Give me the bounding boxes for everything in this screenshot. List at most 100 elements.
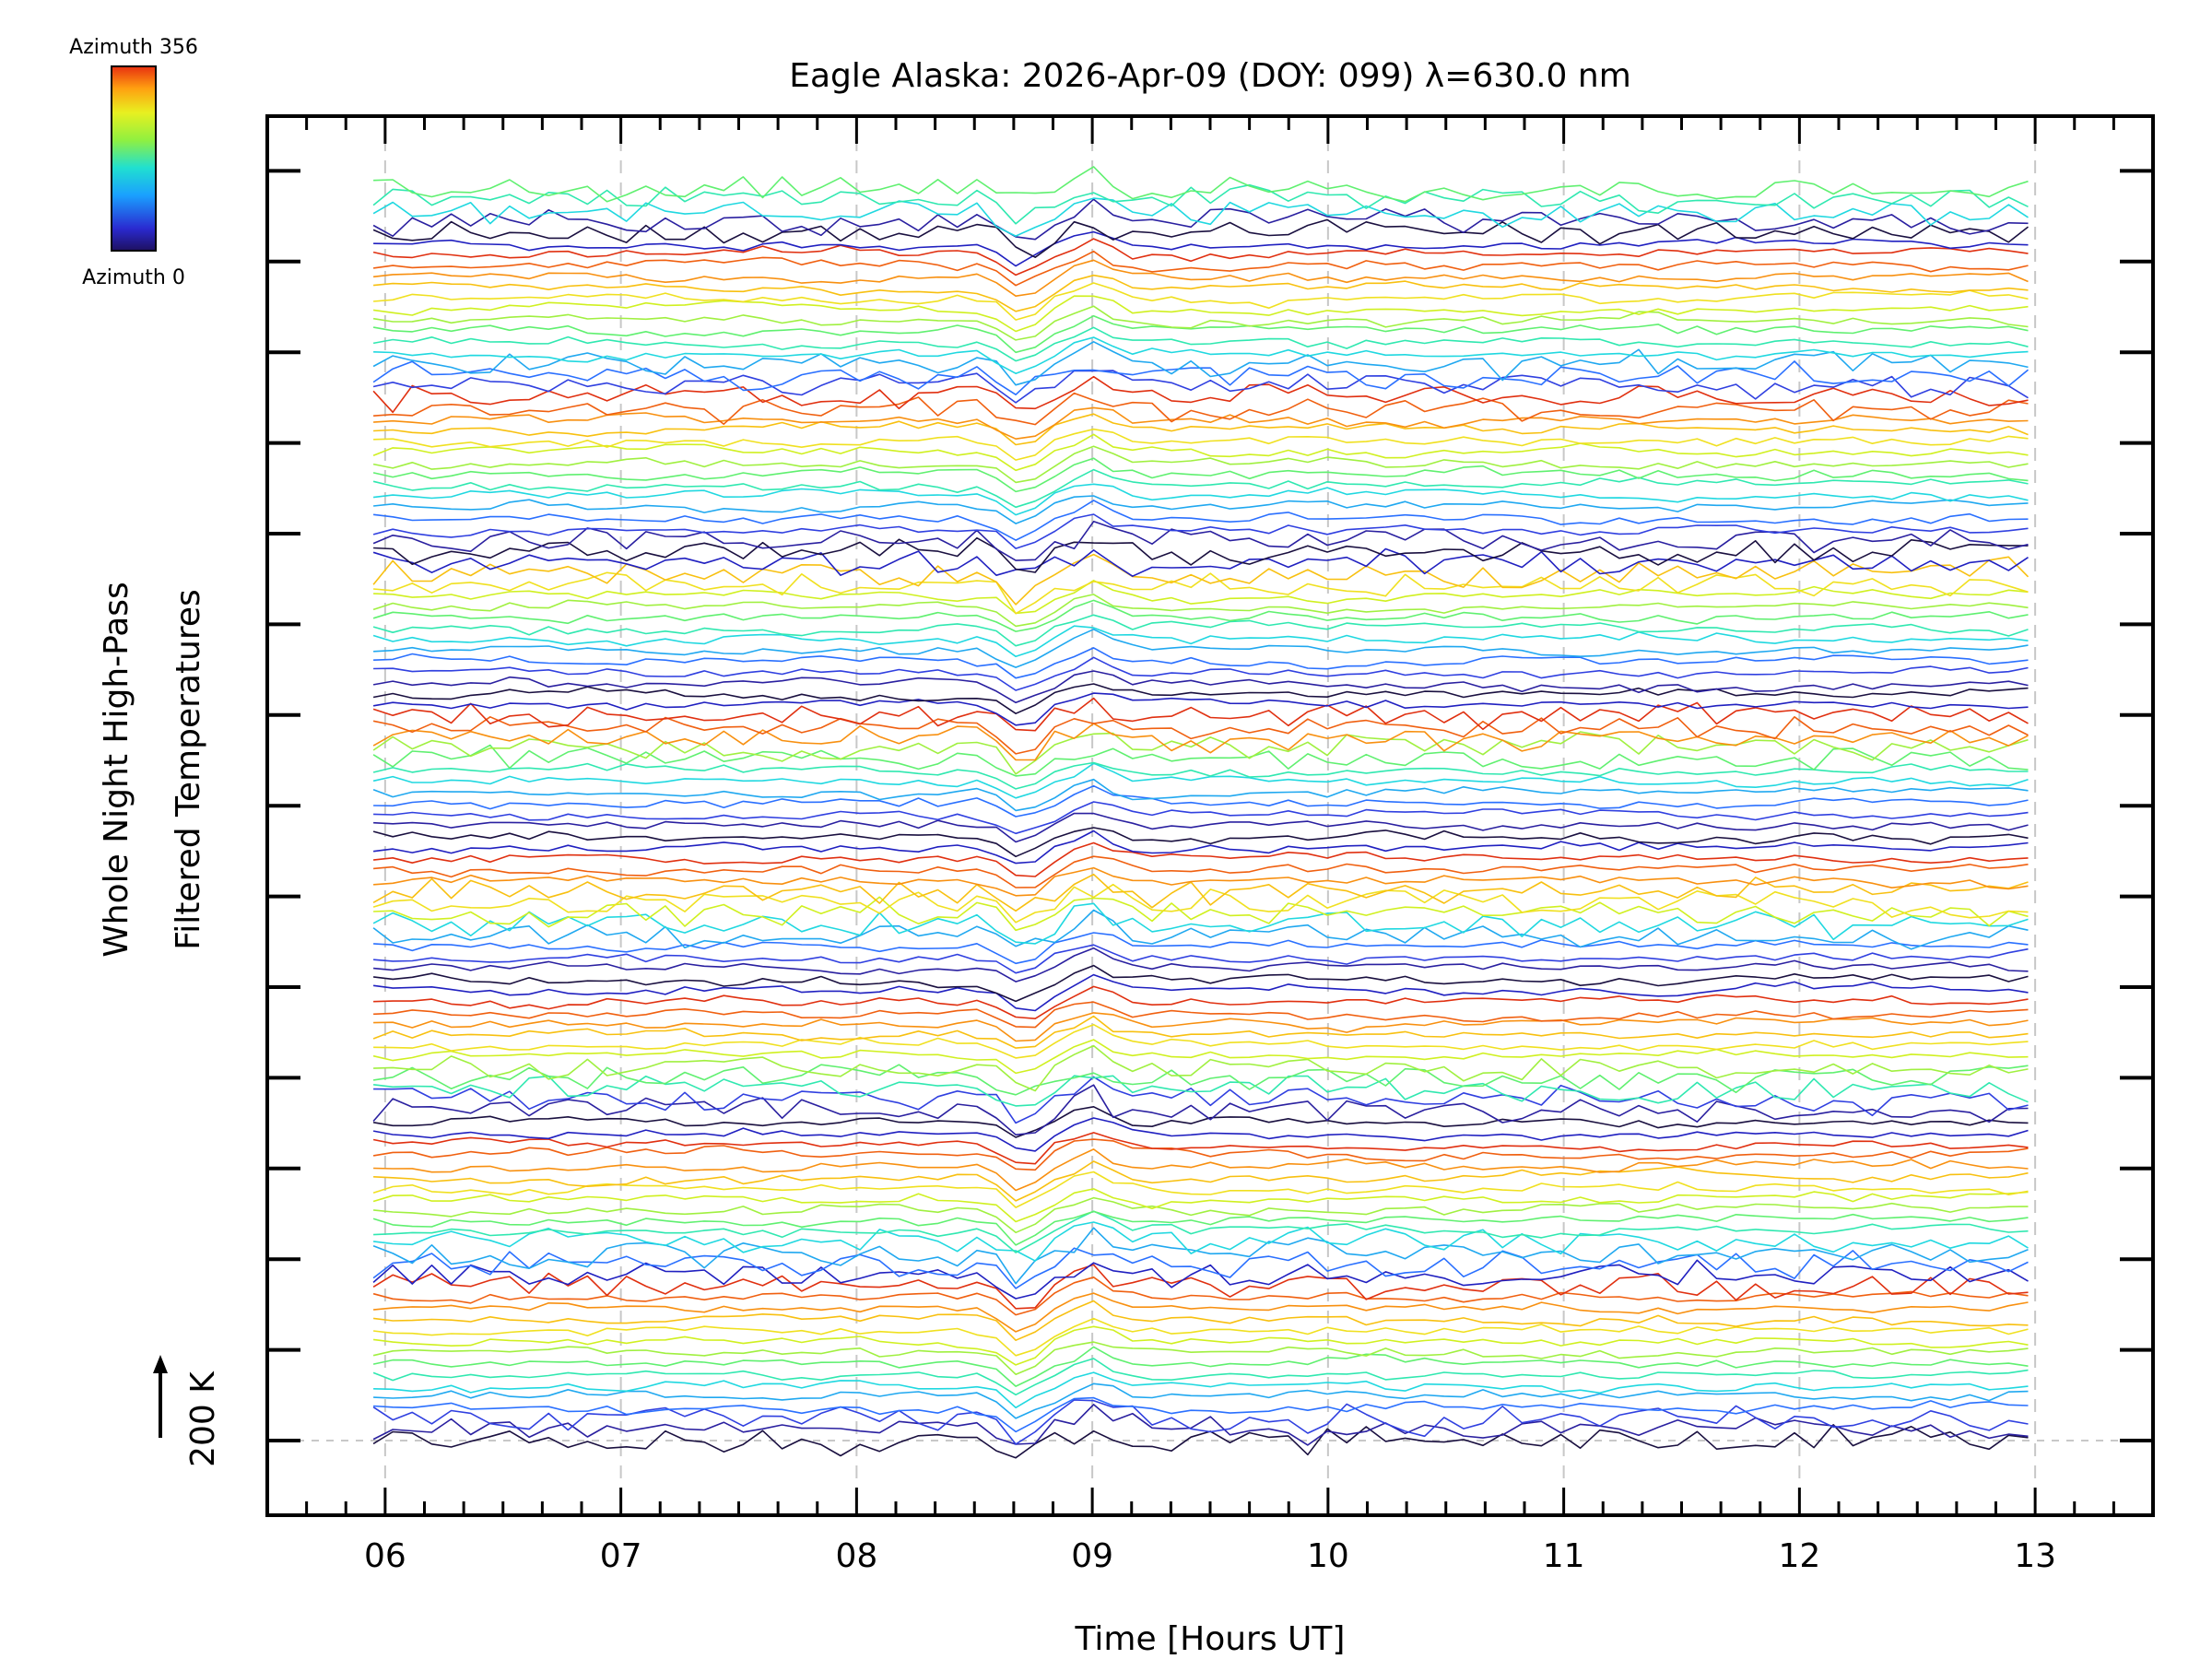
x-tick-label: 11 — [1543, 1537, 1585, 1575]
trace-line — [373, 1396, 2029, 1433]
trace-line — [373, 628, 2029, 668]
trace-line — [373, 1196, 2029, 1234]
colorbar-top-label: Azimuth 356 — [69, 36, 198, 59]
x-tick-label: 13 — [2014, 1537, 2056, 1575]
trace-line — [373, 866, 2029, 897]
y-axis-label-line1: Whole Night High-Pass — [98, 582, 135, 958]
trace-line — [372, 973, 2029, 1012]
x-tick-label: 07 — [600, 1537, 642, 1575]
trace-line — [373, 656, 2029, 691]
trace-line — [372, 1210, 2029, 1246]
trace-line — [372, 1171, 2029, 1208]
x-tick-label: 06 — [364, 1537, 406, 1575]
trace-line — [372, 1227, 2029, 1285]
trace-line — [372, 744, 2029, 777]
trace-line — [373, 571, 2029, 615]
trace-line — [372, 547, 2029, 578]
trace-line — [372, 692, 2029, 726]
trace-line — [373, 392, 2029, 426]
trace-line — [373, 1023, 2029, 1059]
trace-line — [372, 778, 2029, 812]
trace-line — [372, 238, 2029, 276]
trace-line — [372, 625, 2029, 658]
trace-line — [372, 1404, 2029, 1446]
trace-line — [373, 647, 2029, 679]
trace-line — [372, 445, 2029, 484]
trace-line — [372, 1424, 2029, 1459]
trace-line — [372, 594, 2029, 628]
trace-line — [373, 812, 2029, 843]
x-tick-labels: 06 07 08 09 10 11 12 13 — [364, 1537, 2056, 1575]
trace-line — [373, 932, 2029, 965]
trace-line — [372, 1138, 2029, 1171]
colorbar-gradient — [111, 65, 157, 252]
trace-line — [373, 413, 2029, 446]
trace-line — [373, 801, 2029, 835]
trace-line — [373, 1075, 2029, 1107]
trace-line — [372, 370, 2029, 404]
trace-line — [373, 166, 2029, 203]
trace-line — [372, 683, 2029, 715]
trace-line — [373, 579, 2029, 615]
grid — [267, 116, 2153, 1515]
trace-line — [373, 483, 2029, 516]
x-tick-label: 10 — [1307, 1537, 1349, 1575]
trace-line — [372, 614, 2029, 647]
trace-line — [372, 1341, 2029, 1375]
axis-ticks — [265, 116, 2155, 1515]
trace-line — [372, 697, 2029, 732]
trace-line — [372, 1132, 2029, 1165]
trace-line — [372, 375, 2029, 414]
trace-line — [372, 827, 2029, 858]
trace-line — [372, 873, 2029, 912]
trace-line — [373, 259, 2029, 298]
trace-line — [373, 536, 2029, 573]
trace-line — [372, 723, 2029, 761]
x-tick-label: 09 — [1071, 1537, 1113, 1575]
trace-line — [372, 433, 2029, 472]
trace-line — [373, 428, 2029, 461]
trace-line — [372, 1247, 2029, 1289]
trace-line — [372, 1084, 2029, 1135]
trace-line — [373, 1076, 2029, 1124]
trace-line — [373, 406, 2029, 441]
trace-line — [372, 553, 2030, 606]
trace-line — [373, 1160, 2029, 1202]
trace-line — [372, 1117, 2029, 1152]
scale-indicator: 200 K — [153, 1355, 222, 1467]
x-axis-label: Time [Hours UT] — [1075, 1620, 1346, 1658]
trace-line — [372, 520, 2029, 561]
trace-line — [372, 218, 2029, 259]
trace-line — [372, 1015, 2029, 1049]
trace-line — [373, 855, 2029, 888]
trace-line — [372, 1325, 2029, 1366]
trace-line — [372, 1039, 2029, 1075]
trace-line — [372, 457, 2029, 493]
trace-line — [373, 944, 2029, 974]
trace-line — [372, 295, 2029, 333]
trace-line — [372, 198, 2029, 241]
trace-line — [373, 1221, 2029, 1262]
traces — [372, 166, 2030, 1459]
trace-line — [372, 340, 2029, 386]
trace-line — [372, 1358, 2029, 1396]
trace-line — [372, 1264, 2029, 1310]
y-axis-label-line2: Filtered Temperatures — [170, 589, 207, 950]
trace-line — [373, 947, 2029, 982]
trace-line — [372, 314, 2029, 354]
scale-arrow-head — [153, 1355, 168, 1373]
trace-line — [373, 830, 2029, 865]
trace-line — [373, 1382, 2029, 1419]
trace-line — [373, 1044, 2029, 1092]
trace-line — [372, 197, 2029, 237]
trace-line — [372, 1106, 2029, 1138]
trace-line — [373, 896, 2029, 932]
trace-line — [372, 902, 2029, 945]
trace-line — [373, 230, 2029, 267]
trace-line — [373, 336, 2029, 375]
trace-line — [373, 784, 2029, 818]
trace-line — [372, 250, 2029, 287]
x-tick-label: 08 — [835, 1537, 877, 1575]
trace-line — [372, 670, 2029, 704]
